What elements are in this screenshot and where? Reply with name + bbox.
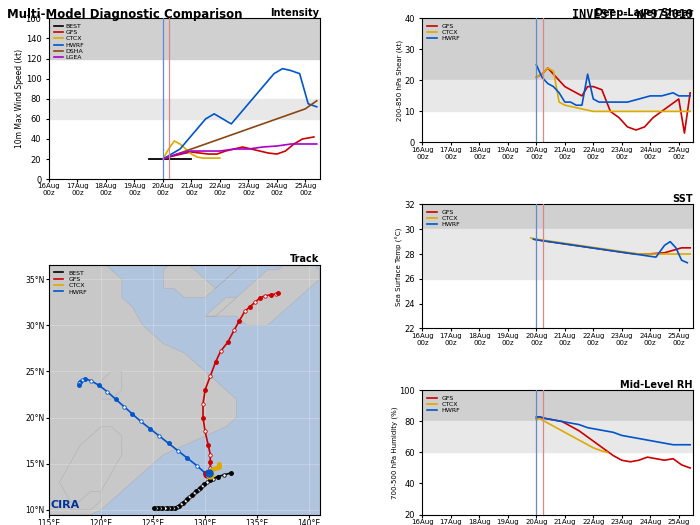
Text: SST: SST	[673, 194, 693, 204]
Bar	[422, 391, 693, 422]
Legend: GFS, CTCX, HWRF: GFS, CTCX, HWRF	[426, 22, 463, 43]
Polygon shape	[205, 260, 320, 326]
Bar	[49, 18, 320, 59]
Text: Deep-Layer Shear: Deep-Layer Shear	[595, 7, 693, 18]
Bar	[422, 80, 693, 111]
Y-axis label: 700-500 hPa Humidity (%): 700-500 hPa Humidity (%)	[391, 406, 398, 499]
Bar	[422, 422, 693, 453]
Y-axis label: 10m Max Wind Speed (kt): 10m Max Wind Speed (kt)	[15, 49, 24, 149]
Polygon shape	[60, 427, 122, 510]
Legend: GFS, CTCX, HWRF: GFS, CTCX, HWRF	[426, 394, 463, 415]
Text: Track: Track	[290, 255, 320, 265]
Legend: GFS, CTCX, HWRF: GFS, CTCX, HWRF	[426, 207, 463, 229]
Y-axis label: 200-850 hPa Shear (kt): 200-850 hPa Shear (kt)	[396, 40, 402, 121]
Polygon shape	[49, 260, 237, 514]
Text: Mid-Level RH: Mid-Level RH	[620, 380, 693, 390]
Text: Multi-Model Diagnostic Comparison: Multi-Model Diagnostic Comparison	[7, 8, 242, 21]
Legend: BEST, GFS, CTCX, HWRF, DSHA, LGEA: BEST, GFS, CTCX, HWRF, DSHA, LGEA	[52, 22, 87, 62]
Text: CIRA: CIRA	[50, 499, 80, 510]
Bar	[422, 204, 693, 229]
Bar	[49, 99, 320, 119]
Text: Intensity: Intensity	[271, 7, 320, 18]
Bar	[422, 18, 693, 80]
Polygon shape	[164, 260, 246, 298]
Polygon shape	[70, 491, 101, 510]
Y-axis label: Sea Surface Temp (°C): Sea Surface Temp (°C)	[395, 227, 402, 306]
Polygon shape	[101, 371, 122, 399]
Text: INVEST - WP972019: INVEST - WP972019	[572, 8, 693, 21]
Polygon shape	[205, 298, 237, 316]
Legend: BEST, GFS, CTCX, HWRF: BEST, GFS, CTCX, HWRF	[52, 268, 89, 297]
Bar	[422, 229, 693, 279]
